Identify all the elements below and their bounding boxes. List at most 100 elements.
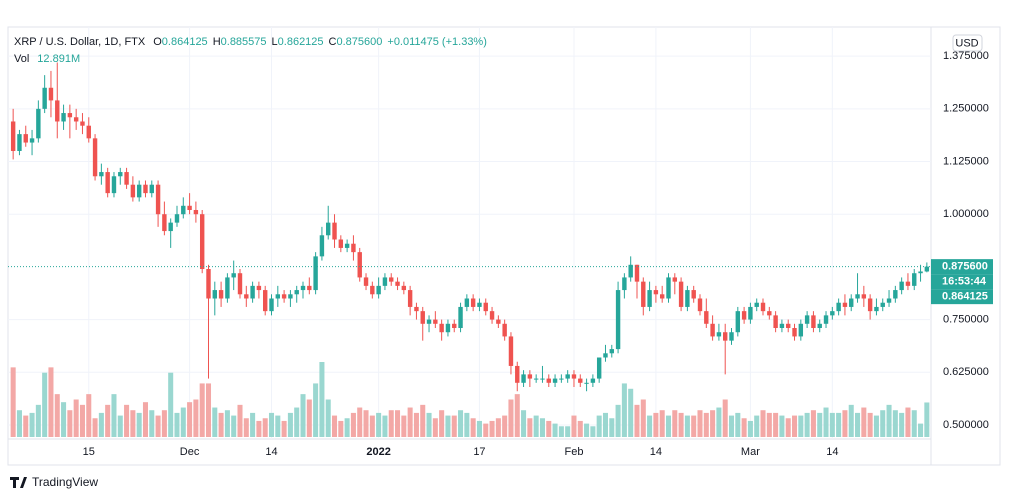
candle-body (735, 311, 741, 333)
volume-bar (388, 410, 394, 437)
volume-bar (224, 410, 230, 437)
candle-body (748, 306, 753, 320)
volume-bar (653, 412, 659, 437)
candle-body (886, 298, 892, 303)
x-tick-label: 14 (265, 446, 277, 458)
volume-bar (533, 415, 539, 437)
candle-body (225, 277, 230, 299)
currency[interactable]: USD (955, 37, 978, 49)
candle-body (552, 378, 558, 383)
volume-bar (86, 394, 92, 437)
candle-body (118, 172, 123, 177)
logo-mark (10, 477, 27, 488)
candle-body (244, 294, 249, 299)
symbol: XRP / U.S. Dollar, 1D, FTX (14, 36, 146, 48)
candle-body (162, 214, 167, 232)
candle-body (36, 108, 41, 139)
volume-bar (237, 404, 243, 437)
candle-body (338, 239, 344, 248)
x-tick-label: Feb (564, 446, 583, 458)
candle-body (294, 290, 299, 295)
volume-bar (262, 418, 268, 437)
candle-body (760, 302, 766, 312)
candle-body (628, 264, 633, 278)
candle-body (357, 252, 362, 278)
candle-body (704, 311, 709, 324)
candle-body (111, 176, 117, 194)
candle-body (786, 323, 791, 329)
x-tick-label: 2022 (366, 446, 390, 458)
volume-bar (678, 412, 684, 437)
candle-body (477, 302, 482, 307)
volume-bar (502, 415, 508, 437)
volume-bar (357, 407, 363, 437)
volume-bar (382, 415, 388, 437)
volume-bar (350, 412, 356, 437)
volume-bar (124, 404, 130, 437)
volume-bar (911, 410, 917, 437)
volume-bar (521, 410, 527, 437)
volume-bar (413, 412, 419, 437)
volume-bar (464, 412, 470, 437)
currency-button[interactable] (952, 34, 983, 52)
candle-body (723, 332, 728, 341)
candle-body (407, 290, 413, 307)
volume-bar (584, 423, 590, 437)
candle-body (546, 378, 551, 383)
candle-body (143, 184, 148, 194)
candle-body (767, 311, 772, 316)
candle-body (849, 298, 854, 307)
volume-bar (741, 418, 747, 437)
volume-bar (376, 412, 382, 437)
x-tick-label: 14 (650, 446, 662, 458)
volume-bar (193, 399, 199, 437)
candle-body (433, 319, 438, 324)
candle-body (48, 87, 54, 101)
volume-bar (596, 415, 602, 437)
volume-bar (539, 418, 545, 437)
candle-body (559, 378, 564, 380)
volume-bar (873, 415, 879, 437)
candle-body (918, 271, 923, 274)
price-tag-label: 0.864125 (942, 291, 988, 303)
volume-bar (918, 423, 924, 437)
candle-body (842, 302, 848, 307)
volume-bar (508, 399, 514, 437)
y-tick-label: 0.500000 (943, 419, 989, 431)
candle-body (67, 113, 73, 118)
volume-bar (634, 404, 640, 437)
ohlc-value: 0.862125 (278, 36, 324, 48)
candle-body (395, 281, 400, 286)
volume-bar (306, 399, 312, 437)
candle-body (666, 277, 671, 299)
candle-body (527, 374, 533, 379)
volume-bar (823, 407, 829, 437)
candle-body (804, 315, 810, 324)
candle-body (483, 302, 488, 312)
volume-bar (395, 410, 401, 437)
candle-body (105, 172, 110, 194)
volume-bar (275, 415, 281, 437)
volume-bar (369, 415, 375, 437)
candle-body (250, 285, 255, 299)
candle-body (10, 121, 16, 151)
candle-body (489, 311, 495, 320)
volume-bar (659, 410, 665, 437)
candle-body (880, 302, 885, 307)
candle-body (426, 319, 432, 324)
candle-body (452, 323, 457, 329)
volume-bar (105, 404, 111, 437)
candle-body (924, 266, 930, 272)
price-tag-label: 0.875600 (942, 261, 988, 273)
volume-bar (684, 415, 690, 437)
volume-bar (401, 415, 407, 437)
volume-bar (92, 418, 98, 437)
candle-body (288, 294, 293, 299)
candle-body (92, 138, 98, 177)
candle-body (332, 222, 337, 240)
ohlc-value: 0.875600 (337, 36, 383, 48)
volume-bar (294, 407, 300, 437)
volume-bar (243, 418, 249, 437)
volume-bar (867, 412, 873, 437)
candle-body (401, 285, 407, 291)
